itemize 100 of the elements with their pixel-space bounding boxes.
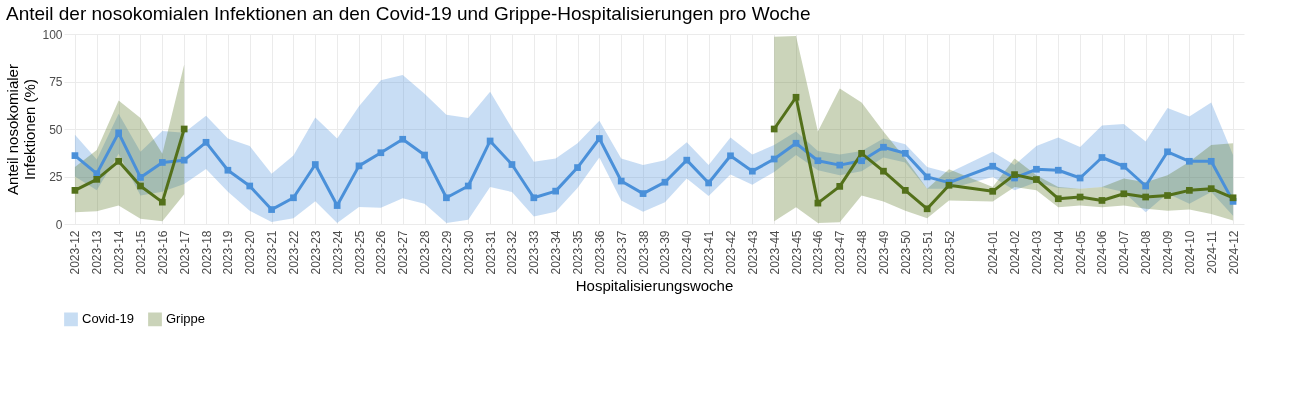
- x-tick-label: 2023-24: [330, 230, 345, 275]
- point: [1186, 187, 1193, 194]
- x-tick-label: 2023-52: [942, 230, 957, 275]
- point: [115, 129, 122, 137]
- x-tick-label: 2024-06: [1095, 230, 1110, 275]
- point: [901, 187, 909, 194]
- point: [617, 177, 625, 185]
- x-tick-label: 2023-12: [68, 230, 83, 275]
- point: [727, 152, 734, 160]
- x-tick-label: 2023-17: [177, 230, 192, 275]
- point: [1186, 157, 1193, 165]
- x-tick-label: 2023-14: [112, 230, 127, 275]
- point: [661, 178, 669, 186]
- point: [1098, 154, 1106, 161]
- x-tick-label: 2023-16: [155, 230, 170, 275]
- x-tick-label: 2024-11: [1204, 230, 1219, 274]
- point: [1207, 157, 1215, 165]
- point: [683, 156, 691, 164]
- point: [158, 198, 166, 206]
- x-tick-label: 2023-29: [439, 230, 454, 275]
- point: [989, 162, 997, 170]
- point: [596, 135, 603, 142]
- point: [1164, 148, 1171, 156]
- x-tick-label: 2023-22: [286, 230, 301, 275]
- x-tick-label: 2023-20: [243, 230, 258, 275]
- x-tick-label: 2024-04: [1051, 230, 1066, 275]
- x-tick-label: 2023-35: [571, 230, 586, 275]
- point: [530, 194, 538, 202]
- point: [1207, 185, 1215, 193]
- point: [1164, 192, 1171, 199]
- point: [836, 161, 844, 169]
- point: [770, 125, 778, 133]
- point: [1033, 176, 1040, 183]
- point: [705, 179, 712, 187]
- x-tick-label: 2023-15: [133, 230, 148, 275]
- y-tick-label: 50: [49, 122, 63, 137]
- point: [1229, 194, 1237, 202]
- x-tick-label: 2023-36: [592, 230, 607, 275]
- point: [639, 190, 647, 197]
- x-tick-label: 2023-30: [461, 230, 476, 275]
- x-tick-label: 2024-05: [1073, 230, 1088, 275]
- x-tick-label: 2023-48: [855, 230, 870, 275]
- x-tick-label: 2023-28: [418, 230, 433, 275]
- x-tick-label: 2023-25: [352, 230, 367, 275]
- point: [989, 187, 997, 195]
- legend-label: Covid-19: [82, 311, 135, 327]
- x-tick-label: 2023-43: [745, 230, 760, 275]
- x-tick-label: 2024-10: [1182, 230, 1197, 275]
- point: [268, 206, 275, 213]
- point: [115, 157, 122, 165]
- x-tick-label: 2024-01: [986, 230, 1001, 275]
- x-tick-label: 2023-49: [876, 230, 891, 275]
- x-tick-label: 2023-44: [767, 230, 782, 275]
- x-tick-label: 2024-03: [1029, 230, 1044, 275]
- point: [770, 155, 778, 163]
- x-tick-label: 2023-51: [920, 230, 935, 275]
- y-tick-label: 25: [49, 170, 63, 184]
- point: [71, 152, 79, 159]
- x-tick-label: 2024-07: [1117, 230, 1132, 275]
- point: [202, 138, 210, 146]
- x-tick-label: 2024-02: [1008, 230, 1023, 275]
- point: [792, 93, 800, 101]
- x-tick-label: 2023-27: [396, 230, 411, 275]
- point: [464, 182, 472, 190]
- point: [901, 149, 909, 157]
- point: [1054, 195, 1062, 203]
- point: [574, 164, 581, 171]
- point: [1011, 171, 1018, 178]
- x-tick-label: 2023-47: [833, 230, 848, 275]
- point: [880, 143, 887, 151]
- point: [290, 194, 297, 202]
- point: [814, 157, 822, 165]
- x-tick-label: 2023-31: [483, 230, 498, 275]
- x-tick-label: 2023-33: [527, 230, 542, 275]
- y-axis-title: Anteil nosokomialer Infektionen (%): [4, 64, 39, 195]
- point: [71, 187, 79, 194]
- x-tick-label: 2023-26: [374, 230, 389, 275]
- point: [1120, 190, 1128, 198]
- x-tick-label: 2024-09: [1161, 230, 1176, 275]
- point: [311, 161, 319, 168]
- legend-label: Grippe: [166, 311, 206, 327]
- point: [246, 182, 254, 190]
- x-tick-label: 2023-19: [221, 230, 236, 275]
- point: [137, 182, 144, 190]
- y-tick-label: 75: [49, 75, 63, 89]
- point: [858, 149, 865, 157]
- point: [880, 167, 887, 175]
- point: [748, 167, 756, 175]
- point: [421, 151, 428, 159]
- point: [923, 173, 931, 181]
- x-tick-label: 2023-32: [505, 230, 520, 275]
- x-tick-label: 2023-46: [811, 230, 826, 275]
- x-tick-label: 2023-50: [898, 230, 913, 275]
- x-tick-label: 2023-13: [90, 230, 105, 275]
- y-tick-label: 100: [42, 27, 63, 42]
- point: [1054, 166, 1062, 174]
- x-tick-label: 2023-23: [308, 230, 323, 275]
- point: [836, 183, 844, 190]
- point: [508, 161, 516, 168]
- x-tick-label: 2023-37: [614, 230, 629, 275]
